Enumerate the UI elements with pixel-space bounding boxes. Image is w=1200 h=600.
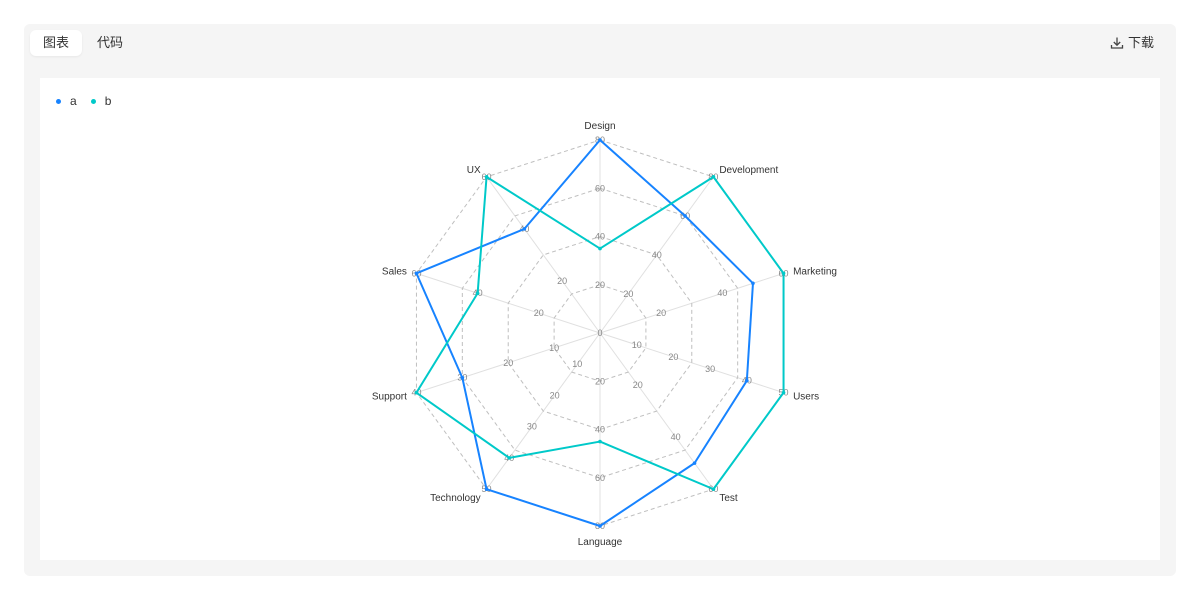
chart-panel: 图表 代码 下载 a b 0204060802040608020 — [24, 24, 1176, 576]
series-point-b — [598, 439, 602, 444]
axis-title-marketing: Marketing — [793, 266, 837, 277]
axis-tick-label: 40 — [717, 288, 727, 298]
axis-tick-label: 0 — [597, 328, 602, 338]
legend-item-b[interactable]: b — [90, 94, 112, 108]
series-point-b — [414, 390, 419, 395]
series-point-b — [475, 291, 480, 296]
axis-title-design: Design — [584, 121, 615, 132]
axis-title-technology: Technology — [430, 493, 481, 504]
download-label: 下载 — [1127, 35, 1154, 50]
series-point-a — [745, 378, 749, 383]
axis-tick-label: 20 — [503, 358, 513, 368]
series-point-a — [692, 461, 697, 465]
series-point-b — [711, 487, 716, 491]
axis-title-language: Language — [578, 537, 623, 548]
series-point-a — [598, 524, 602, 528]
axis-title-ux: UX — [467, 165, 481, 176]
axis-title-sales: Sales — [382, 266, 407, 277]
legend-label-b: b — [104, 94, 112, 108]
series-point-a — [414, 271, 419, 276]
radar-axis-line — [416, 332, 601, 394]
axis-tick-label: 40 — [652, 250, 662, 260]
axis-title-test: Test — [719, 493, 738, 504]
download-button[interactable]: 下载 — [1110, 30, 1154, 56]
axis-tick-label: 40 — [595, 232, 605, 242]
series-point-a — [598, 138, 602, 142]
radar-grid-ring — [507, 235, 693, 431]
series-point-a — [460, 375, 465, 380]
legend-label-a: a — [70, 94, 77, 108]
chart-legend: a b — [56, 94, 111, 108]
axis-title-support: Support — [372, 392, 407, 403]
tab-code[interactable]: 代码 — [96, 35, 123, 50]
radar-axis-line — [486, 176, 601, 334]
series-point-a — [683, 214, 687, 218]
series-point-b — [711, 175, 716, 179]
axis-tick-label: 40 — [671, 432, 681, 442]
axis-tick-label: 30 — [527, 422, 537, 432]
series-point-b — [484, 175, 489, 179]
axis-tick-label: 20 — [633, 380, 643, 390]
axis-title-development: Development — [719, 165, 778, 176]
series-line-a — [415, 139, 754, 527]
axis-tick-label: 20 — [534, 308, 544, 318]
chart-canvas: a b 020406080204060802040601020304050204… — [40, 78, 1160, 560]
legend-marker-a — [56, 98, 61, 104]
axis-tick-label: 20 — [595, 280, 605, 290]
series-point-a — [484, 487, 489, 491]
axis-tick-label: 60 — [595, 473, 605, 483]
axis-tick-label: 20 — [656, 308, 666, 318]
axis-tick-label: 60 — [595, 183, 605, 193]
axis-tick-label: 10 — [632, 340, 642, 350]
axis-tick-label: 20 — [623, 289, 633, 299]
series-point-b — [781, 271, 786, 276]
axis-tick-label: 20 — [595, 376, 605, 386]
download-icon — [1110, 36, 1124, 50]
series-point-b — [507, 456, 512, 460]
axis-tick-label: 10 — [572, 359, 582, 369]
series-point-a — [751, 281, 755, 286]
series-point-b — [781, 390, 786, 395]
axis-tick-label: 20 — [550, 390, 560, 400]
legend-item-a[interactable]: a — [56, 94, 77, 108]
legend-marker-b — [90, 98, 96, 104]
axis-tick-label: 20 — [668, 352, 678, 362]
radar-grid-ring — [553, 284, 647, 382]
axis-tick-label: 40 — [595, 425, 605, 435]
tab-bar: 图表 代码 下载 — [24, 24, 1176, 62]
radar-chart: 0204060802040608020406010203040502040602… — [372, 121, 837, 548]
axis-tick-label: 30 — [705, 364, 715, 374]
series-point-a — [522, 227, 527, 231]
series-point-b — [598, 246, 602, 251]
axis-title-users: Users — [793, 392, 819, 403]
axis-tick-label: 10 — [549, 343, 559, 353]
tab-chart[interactable]: 图表 — [30, 30, 82, 56]
axis-tick-label: 20 — [557, 276, 567, 286]
